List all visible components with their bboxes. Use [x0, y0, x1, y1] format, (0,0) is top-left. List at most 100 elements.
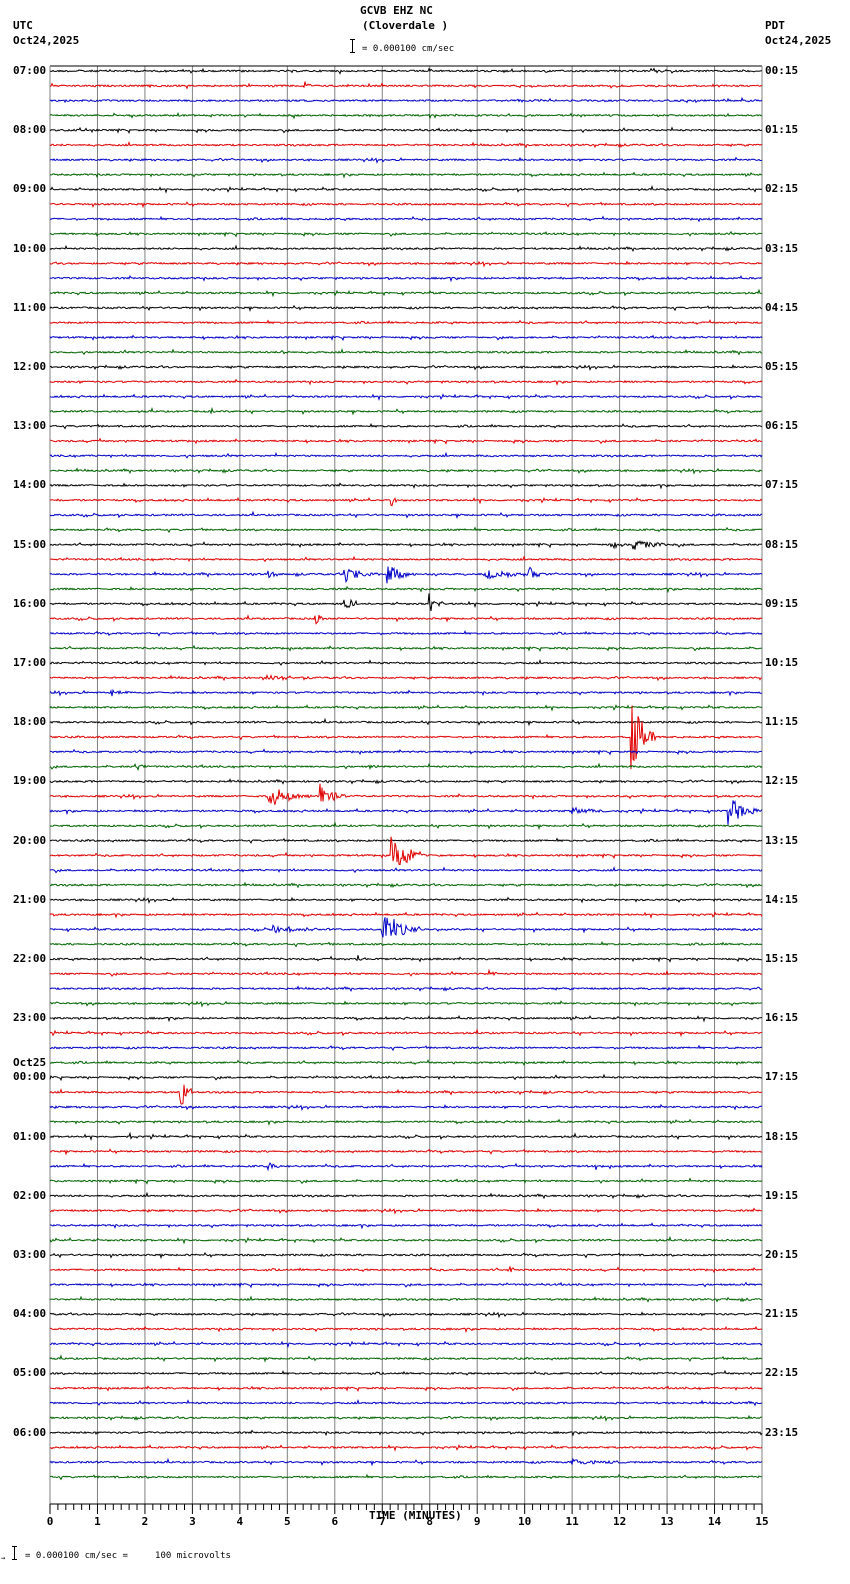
seismic-trace — [49, 688, 763, 697]
pdt-hour-label: 12:15 — [765, 774, 799, 788]
left-date: Oct24,2025 — [13, 34, 80, 47]
utc-hour-label: 22:00 — [13, 952, 47, 965]
x-tick-label: 1 — [94, 1515, 101, 1528]
pdt-hour-label: 02:15 — [765, 182, 799, 196]
seismic-trace — [49, 81, 763, 90]
seismic-trace — [49, 1385, 763, 1392]
x-tick-label: 10 — [518, 1515, 531, 1528]
seismic-trace — [49, 866, 763, 874]
x-axis-label: TIME (MINUTES) — [369, 1509, 462, 1522]
seismic-trace — [49, 1148, 763, 1156]
x-tick-label: 6 — [331, 1515, 338, 1528]
seismic-trace — [49, 630, 763, 637]
pdt-hour-label: 23:15 — [765, 1425, 799, 1439]
seismic-trace — [49, 762, 763, 772]
x-tick-label: 14 — [708, 1515, 722, 1528]
seismic-trace — [49, 778, 763, 785]
utc-hour-label: 10:00 — [13, 241, 47, 255]
seismic-trace — [49, 1207, 763, 1215]
seismic-trace — [49, 585, 763, 594]
seismic-trace — [49, 364, 763, 372]
seismic-trace — [49, 1131, 763, 1141]
seismic-trace — [49, 1235, 763, 1245]
seismic-trace — [49, 1429, 763, 1437]
seismic-trace — [49, 348, 763, 356]
station-location: (Cloverdale ) — [362, 19, 449, 32]
pdt-hour-label: 19:15 — [765, 1188, 799, 1202]
seismic-trace — [49, 1311, 763, 1319]
seismic-trace — [49, 156, 763, 164]
seismic-trace — [49, 230, 763, 238]
seismic-trace — [49, 244, 763, 252]
seismic-trace — [49, 1281, 763, 1289]
seismic-trace — [49, 1191, 763, 1200]
seismic-trace — [49, 644, 763, 652]
seismic-trace — [49, 1084, 763, 1105]
seismic-trace — [49, 184, 763, 194]
utc-hour-label: 19:00 — [13, 774, 47, 788]
x-tick-label: 9 — [474, 1515, 481, 1528]
x-tick-label: 7 — [379, 1515, 386, 1528]
pdt-hour-label: 13:15 — [765, 833, 799, 847]
seismic-trace — [49, 800, 763, 825]
utc-hour-label: 13:00 — [13, 419, 47, 433]
seismic-trace — [49, 704, 763, 712]
seismic-trace — [49, 1073, 762, 1082]
seismic-trace — [49, 201, 763, 209]
utc-hour-label: 07:00 — [13, 64, 47, 77]
utc-hour-label: 16:00 — [13, 596, 47, 610]
utc-hour-label: 18:00 — [13, 715, 47, 729]
scale-bar-icon — [350, 39, 358, 53]
x-tick-label: 13 — [660, 1515, 673, 1528]
date-break-label: Oct25 — [13, 1056, 47, 1070]
pdt-hour-label: 05:15 — [765, 360, 799, 373]
pdt-hour-label: 21:15 — [765, 1307, 799, 1321]
seismic-trace — [49, 836, 763, 866]
seismic-trace — [49, 526, 763, 534]
utc-hour-label: 14:00 — [13, 478, 47, 492]
seismic-trace — [49, 1457, 763, 1467]
pdt-hour-label: 06:15 — [765, 419, 799, 433]
seismic-trace — [49, 1252, 763, 1260]
seismic-trace — [49, 304, 763, 312]
utc-hour-label: 20:00 — [13, 833, 47, 847]
pdt-hour-label: 09:15 — [765, 596, 799, 610]
seismic-trace — [49, 968, 763, 977]
seismic-trace — [49, 614, 763, 625]
utc-hour-label: 06:00 — [13, 1425, 47, 1439]
station-title: GCVB EHZ NC — [360, 4, 433, 17]
seismic-trace — [49, 748, 762, 756]
left-timezone: UTC — [13, 19, 33, 32]
seismic-trace — [49, 1266, 763, 1274]
seismic-trace — [49, 215, 763, 223]
pdt-hour-label: 10:15 — [765, 656, 799, 669]
seismic-trace — [49, 1059, 763, 1066]
utc-hour-label: 15:00 — [13, 537, 47, 551]
right-timezone: PDT — [765, 19, 785, 32]
seismic-trace — [50, 1044, 762, 1052]
utc-hour-label: 04:00 — [13, 1307, 47, 1321]
seismic-trace — [49, 140, 763, 149]
seismic-trace — [49, 1103, 763, 1112]
utc-hour-label: 17:00 — [13, 656, 47, 669]
x-tick-label: 3 — [189, 1515, 196, 1528]
seismic-trace — [49, 1444, 763, 1452]
pdt-hour-label: 01:15 — [765, 123, 799, 137]
seismic-trace — [49, 451, 763, 459]
seismic-trace — [49, 482, 763, 490]
seismic-trace — [49, 566, 763, 584]
seismic-trace — [49, 260, 763, 268]
right-date: Oct24,2025 — [765, 34, 832, 47]
pdt-hour-label: 14:15 — [765, 892, 799, 906]
seismic-trace — [49, 985, 763, 992]
x-tick-label: 11 — [566, 1515, 580, 1528]
seismic-trace — [49, 1000, 762, 1008]
x-tick-label: 2 — [142, 1515, 149, 1528]
seismic-trace — [49, 1295, 763, 1303]
utc-hour-label: 05:00 — [13, 1366, 47, 1380]
seismic-trace — [49, 1325, 763, 1334]
seismic-trace — [49, 378, 763, 386]
seismic-trace — [49, 837, 763, 844]
seismic-trace — [49, 821, 763, 830]
scale-text: = 0.000100 cm/sec — [362, 44, 455, 54]
